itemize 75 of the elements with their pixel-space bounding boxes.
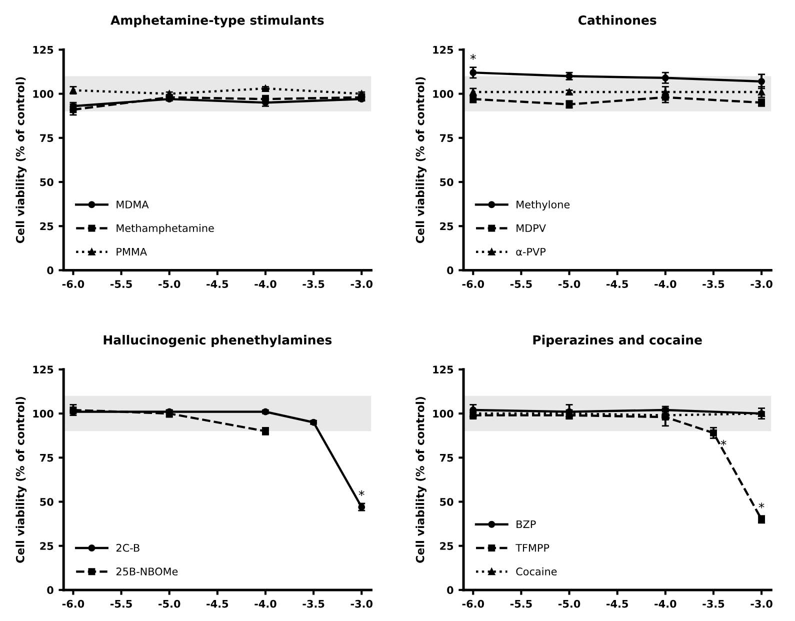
y-tick-label: 75 xyxy=(440,134,454,142)
y-tick-label: 50 xyxy=(440,498,454,506)
x-tick-label: -4.0 xyxy=(254,600,276,608)
y-tick-label: 0 xyxy=(47,266,54,274)
y-tick-label: 100 xyxy=(33,410,54,418)
y-tick-label: 25 xyxy=(40,222,54,230)
y-tick-label: 100 xyxy=(33,90,54,98)
x-tick-label: -6.0 xyxy=(62,280,84,288)
y-tick-label: 0 xyxy=(447,586,454,594)
y-tick-label: 25 xyxy=(440,542,454,550)
x-tick-label: -3.5 xyxy=(302,600,324,608)
x-tick-label: -6.0 xyxy=(462,600,484,608)
y-tick-label: 125 xyxy=(33,366,54,374)
x-tick-label: -5.0 xyxy=(558,600,580,608)
x-tick-label: -3.5 xyxy=(302,280,324,288)
y-axis-title: Cell viability (% of control) xyxy=(16,77,27,244)
x-tick-label: -3.5 xyxy=(702,600,724,608)
x-tick-label: -3.0 xyxy=(750,600,772,608)
y-tick-label: 25 xyxy=(440,222,454,230)
x-tick-label: -6.0 xyxy=(62,600,84,608)
annotation: * xyxy=(720,440,726,446)
x-tick-label: -4.5 xyxy=(206,600,228,608)
annotation: * xyxy=(358,490,364,496)
x-tick-label: -5.5 xyxy=(510,280,532,288)
y-tick-label: 125 xyxy=(33,46,54,54)
y-tick-label: 100 xyxy=(433,410,454,418)
legend-label: MDMA xyxy=(116,200,149,208)
x-tick-label: -6.0 xyxy=(462,280,484,288)
y-tick-label: 50 xyxy=(40,178,54,186)
y-axis-title: Cell viability (% of control) xyxy=(16,396,27,563)
legend-label: Methamphetamine xyxy=(116,224,214,234)
x-tick-label: -5.5 xyxy=(110,600,132,608)
legend-label: MDPV xyxy=(516,224,546,232)
y-axis-title: Cell viability (% of control) xyxy=(416,77,426,244)
legend-label: Methylone xyxy=(516,200,570,210)
chart-title: Amphetamine-type stimulants xyxy=(110,15,324,28)
y-tick-label: 75 xyxy=(40,134,54,142)
chart-title: Hallucinogenic phenethylamines xyxy=(104,334,332,348)
x-tick-label: -3.0 xyxy=(350,280,373,288)
chart-title: Cathinones xyxy=(578,15,656,25)
y-tick-label: 0 xyxy=(47,586,54,594)
y-tick-label: 0 xyxy=(447,266,454,274)
x-tick-label: -4.0 xyxy=(654,600,676,608)
y-tick-label: 75 xyxy=(40,454,54,462)
y-tick-label: 100 xyxy=(433,90,454,98)
legend-label: TFMPP xyxy=(516,544,550,552)
x-tick-label: -5.0 xyxy=(158,280,180,288)
x-tick-label: -3.5 xyxy=(702,280,724,288)
y-tick-label: 25 xyxy=(40,542,54,550)
x-tick-label: -3.0 xyxy=(750,280,772,288)
x-tick-label: -3.0 xyxy=(350,600,373,608)
legend-label: α-PVP xyxy=(516,248,546,256)
y-tick-label: 125 xyxy=(433,46,454,54)
x-tick-label: -4.5 xyxy=(606,280,628,288)
x-tick-label: -5.5 xyxy=(110,280,132,288)
legend-label: Cocaine xyxy=(516,567,557,576)
annotation: * xyxy=(758,502,764,508)
legend-label: 2C-B xyxy=(116,544,140,552)
x-tick-label: -5.5 xyxy=(510,600,532,608)
annotation: * xyxy=(470,54,476,60)
x-tick-label: -4.5 xyxy=(606,600,628,608)
x-tick-label: -4.0 xyxy=(254,280,276,288)
legend-label: PMMA xyxy=(116,248,147,256)
legend-label: 25B-NBOMe xyxy=(116,568,178,576)
x-tick-label: -5.0 xyxy=(558,280,580,288)
y-tick-label: 50 xyxy=(440,178,454,186)
y-axis-title: Cell viability (% of control) xyxy=(416,396,426,563)
legend-label: BZP xyxy=(516,520,536,528)
x-tick-label: -4.0 xyxy=(654,280,676,288)
y-tick-label: 50 xyxy=(40,498,54,506)
y-tick-label: 75 xyxy=(440,454,454,462)
y-tick-label: 125 xyxy=(433,366,454,374)
x-tick-label: -5.0 xyxy=(158,600,180,608)
x-tick-label: -4.5 xyxy=(206,280,228,288)
chart-title: Piperazines and cocaine xyxy=(533,334,702,348)
